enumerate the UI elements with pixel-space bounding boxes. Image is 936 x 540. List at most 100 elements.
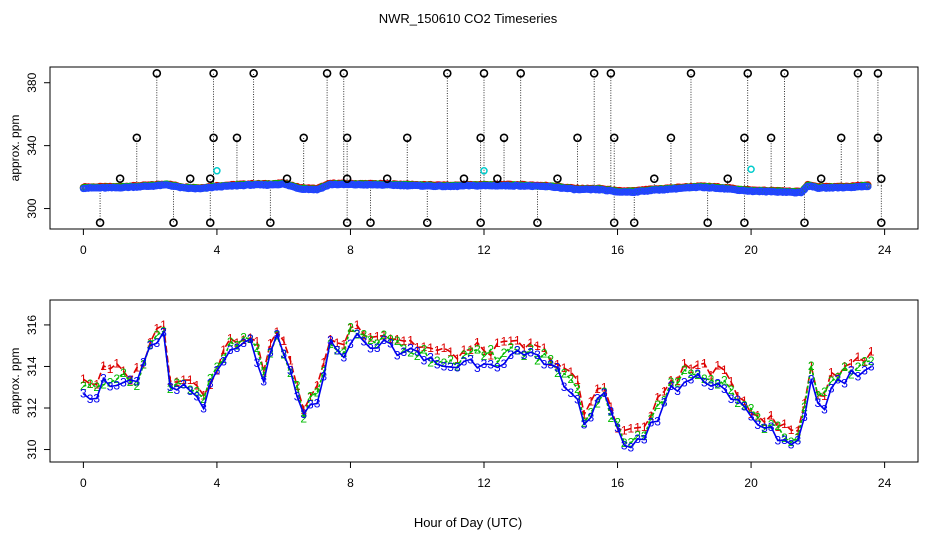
series-marker-2: 2 (307, 389, 314, 403)
series-marker-3: 3 (668, 379, 675, 393)
series-marker-3: 3 (227, 343, 234, 357)
outlier-point (606, 68, 616, 78)
series-marker-3: 3 (821, 403, 828, 417)
series-marker-3: 3 (748, 410, 755, 424)
outlier-point (209, 133, 218, 143)
series-marker-1: 1 (781, 417, 788, 431)
series-marker-2: 2 (621, 436, 628, 450)
series-marker-2: 2 (868, 354, 875, 368)
outlier-point (209, 68, 218, 78)
series-marker-2: 2 (481, 349, 488, 363)
outlier-point (152, 68, 162, 78)
series-marker-3: 3 (721, 382, 728, 396)
series-marker-3: 3 (180, 378, 187, 392)
series-marker-3: 3 (634, 432, 641, 446)
series-marker-2: 2 (634, 428, 641, 442)
series-marker-1: 1 (628, 422, 635, 436)
series-marker-1: 1 (401, 334, 408, 348)
x-tick-label: 16 (611, 476, 625, 490)
series-marker-2: 2 (260, 366, 267, 380)
series-marker-1: 1 (521, 342, 528, 356)
series-marker-2: 2 (801, 400, 808, 414)
series-marker-3: 3 (140, 356, 147, 370)
outlier-point (499, 133, 509, 143)
series-marker-2: 2 (414, 349, 421, 363)
series-marker-2: 2 (848, 368, 855, 382)
series-marker-3: 3 (761, 421, 768, 435)
series-marker-1: 1 (320, 356, 327, 370)
outlier-point (609, 133, 619, 143)
series-marker-3: 3 (87, 392, 94, 406)
outlier-point (422, 218, 432, 228)
series-marker-2: 2 (407, 345, 414, 359)
series-marker-2: 2 (387, 333, 394, 347)
series-marker-2: 2 (748, 402, 755, 416)
series-marker-2: 2 (668, 375, 675, 389)
series-marker-3: 3 (240, 336, 247, 350)
series-marker-1: 1 (741, 394, 748, 408)
series-marker-2: 2 (234, 339, 241, 353)
series-marker-2: 2 (174, 376, 181, 390)
series-marker-3: 3 (641, 432, 648, 446)
series-marker-2: 2 (641, 429, 648, 443)
series-marker-1: 1 (841, 359, 848, 373)
series-marker-1: 1 (374, 329, 381, 343)
series-marker-1: 1 (274, 325, 281, 339)
series-marker-1: 1 (761, 415, 768, 429)
series-marker-2: 2 (207, 371, 214, 385)
outlier-point (232, 133, 242, 143)
series-marker-1: 1 (220, 343, 227, 357)
outlier-point (342, 218, 352, 228)
top-y-axis-label: approx. ppm (8, 115, 22, 182)
outlier-point (686, 68, 696, 78)
series-marker-1: 1 (754, 409, 761, 423)
series-marker-1: 1 (514, 333, 521, 347)
series-marker-3: 3 (334, 343, 341, 357)
series-marker-1: 1 (808, 359, 815, 373)
series-marker-3: 3 (701, 375, 708, 389)
series-marker-2: 2 (774, 419, 781, 433)
series-marker-2: 2 (434, 354, 441, 368)
series-marker-3: 3 (174, 383, 181, 397)
outlier-point (573, 133, 582, 143)
series-marker-3: 3 (427, 350, 434, 364)
series-marker-3: 3 (127, 373, 134, 387)
series-marker-2: 2 (421, 343, 428, 357)
series-marker-2: 2 (401, 342, 408, 356)
series-marker-1: 1 (147, 336, 154, 350)
series-marker-2: 2 (494, 355, 501, 369)
outlier-point (740, 133, 749, 143)
outlier-point (780, 68, 789, 78)
series-marker-1: 1 (608, 400, 615, 414)
x-tick-label: 24 (878, 243, 892, 257)
series-marker-3: 3 (394, 348, 401, 362)
series-marker-3: 3 (815, 396, 822, 410)
series-marker-1: 1 (494, 336, 501, 350)
series-marker-3: 3 (534, 348, 541, 362)
series-marker-2: 2 (314, 385, 321, 399)
series-marker-3: 3 (147, 338, 154, 352)
series-marker-2: 2 (614, 415, 621, 429)
y-tick-label: 310 (25, 439, 39, 459)
series-marker-1: 1 (354, 318, 361, 332)
series-marker-1: 1 (267, 336, 274, 350)
series-marker-1: 1 (427, 341, 434, 355)
series-marker-3: 3 (608, 404, 615, 418)
series-marker-1: 1 (621, 423, 628, 437)
series-marker-3: 3 (407, 341, 414, 355)
series-marker-1: 1 (721, 363, 728, 377)
outlier-point (873, 68, 883, 78)
series-marker-3: 3 (113, 379, 120, 393)
series-marker-1: 1 (868, 345, 875, 359)
series-marker-3: 3 (741, 400, 748, 414)
outlier-point (766, 133, 776, 143)
series-marker-1: 1 (367, 330, 374, 344)
series-marker-2: 2 (841, 360, 848, 374)
outlier-point (169, 218, 178, 228)
series-marker-3: 3 (661, 396, 668, 410)
series-marker-3: 3 (160, 325, 167, 339)
series-marker-1: 1 (694, 358, 701, 372)
series-marker-2: 2 (815, 389, 822, 403)
series-marker-2: 2 (628, 435, 635, 449)
